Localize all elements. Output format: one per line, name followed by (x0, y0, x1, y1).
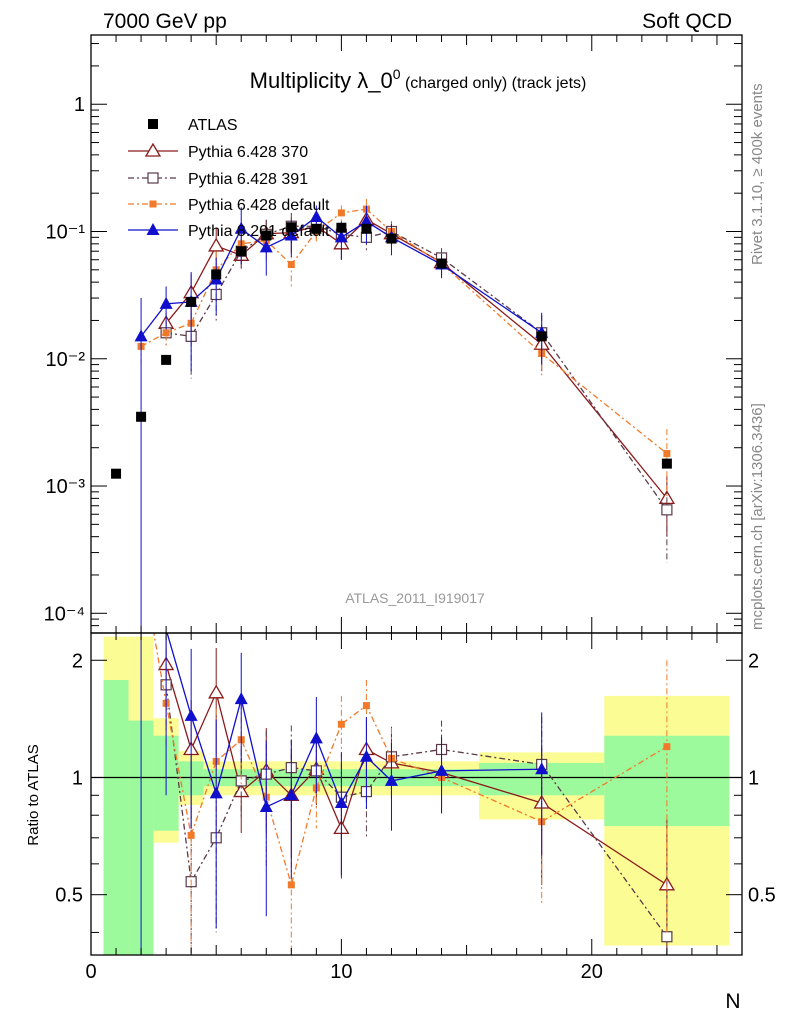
point-ratio-p8-5 (259, 799, 273, 812)
legend-label-atlas: ATLAS (188, 117, 238, 134)
point-ratio-p8-10 (384, 773, 398, 786)
axes: 10⁻⁴10⁻³10⁻²10⁻¹10.5 0.51 12 20 10 20 (44, 34, 776, 983)
rivet-label: Rivet 3.1.10, ≥ 400k events (749, 83, 766, 265)
point-ratio-p8-6 (284, 788, 298, 801)
line-main-pdef (140, 208, 668, 455)
legend-label-p391: Pythia 6.428 391 (188, 171, 308, 188)
atlas-point-0 (111, 468, 122, 479)
y-tick-label-4: 1 (74, 94, 85, 116)
y-tick-label-0: 10⁻⁴ (44, 603, 85, 625)
point-main-pdef-8 (337, 209, 345, 217)
point-main-pdef-1 (162, 329, 170, 337)
point-main-p8-8 (334, 230, 348, 243)
legend-label-p8: Pythia 8.201 default (188, 223, 330, 240)
category-label: Soft QCD (642, 10, 732, 33)
legend: ATLAS Pythia 6.428 370 Pythia 6.428 391 Pyt… (128, 117, 330, 240)
title-tail: (charged only) (track jets) (401, 75, 587, 92)
point-main-p8-7 (309, 210, 323, 223)
atlas-point-5 (236, 246, 247, 257)
plot-title: Multiplicity λ_00 (charged only) (track … (250, 66, 587, 93)
y-tick-label-2: 10⁻² (46, 349, 86, 371)
atlas-point-14 (661, 458, 672, 469)
ratio-tick-label-right-0: 0.5 (748, 885, 776, 907)
point-ratio-p370-3 (208, 684, 225, 699)
ratio-tick-label-right-2: 2 (748, 650, 759, 672)
point-ratio-p8-9 (359, 749, 373, 762)
point-main-pdef-6 (287, 261, 295, 269)
ratio-tick-label-left-0: 0.5 (55, 885, 83, 907)
point-ratio-p391-13 (661, 931, 673, 943)
mcplots-label: mcplots.cern.ch [arXiv:1306.3436] (749, 403, 766, 630)
point-ratio-pdef-13 (663, 743, 671, 751)
title-sup: 0 (393, 66, 401, 82)
y-tick-label-1: 10⁻³ (46, 476, 86, 498)
series-ratio-p8 (140, 633, 549, 955)
atlas-point-4 (211, 269, 222, 280)
atlas-point-8 (311, 223, 322, 234)
point-ratio-pdef-6 (287, 881, 295, 889)
series-main-p8 (134, 205, 549, 633)
legend-marker-pdef (149, 200, 157, 208)
point-main-p8-1 (159, 296, 173, 309)
point-ratio-p8-3 (209, 786, 223, 799)
x-axis-label: N (725, 990, 740, 1013)
atlas-point-11 (386, 233, 397, 244)
point-ratio-p8-11 (435, 763, 449, 776)
point-ratio-p8-4 (234, 692, 248, 705)
point-main-p8-4 (234, 221, 248, 234)
point-ratio-p8-12 (535, 762, 549, 775)
point-ratio-p8-7 (309, 731, 323, 744)
x-tick-label-0: 0 (85, 961, 96, 983)
atlas-point-7 (286, 222, 297, 233)
legend-marker-p370 (144, 142, 162, 157)
point-main-pdef-13 (663, 450, 671, 458)
atlas-point-1 (136, 411, 147, 422)
point-ratio-pdef-8 (337, 720, 345, 728)
watermark: ATLAS_2011_I919017 (345, 590, 485, 606)
legend-label-p370: Pythia 6.428 370 (188, 144, 308, 161)
atlas-layer (111, 222, 672, 479)
point-ratio-p8-2 (184, 708, 198, 721)
point-main-p370-3 (208, 237, 225, 252)
ratio-tick-label-right-1: 1 (748, 767, 759, 789)
atlas-point-9 (336, 222, 347, 233)
legend-marker-p391 (147, 172, 159, 184)
y-tick-label-3: 10⁻¹ (46, 222, 86, 244)
band-inner-0 (103, 679, 129, 955)
point-main-p391-13 (661, 504, 673, 516)
point-main-p8-6 (284, 228, 298, 241)
point-main-p8-0 (134, 329, 148, 342)
point-ratio-pdef-2 (187, 831, 195, 839)
ratio-tick-label-left-1: 1 (72, 767, 83, 789)
atlas-point-12 (436, 258, 447, 269)
atlas-point-3 (186, 296, 197, 307)
title-main: Multiplicity λ_0 (250, 68, 393, 93)
point-ratio-p8-8 (334, 795, 348, 808)
point-main-p8-9 (359, 214, 373, 227)
x-tick-label-2: 20 (581, 961, 603, 983)
ratio-ylabel: Ratio to ATLAS (25, 744, 42, 845)
ratio-tick-label-left-2: 2 (72, 650, 83, 672)
atlas-point-10 (361, 223, 372, 234)
point-ratio-pdef-9 (362, 702, 370, 710)
atlas-point-13 (536, 331, 547, 342)
legend-marker-atlas (148, 119, 158, 129)
energy-label: 7000 GeV pp (103, 10, 227, 33)
atlas-point-2 (161, 354, 172, 365)
point-main-p8-5 (259, 240, 273, 253)
legend-marker-p8 (146, 223, 160, 235)
x-tick-label-1: 10 (330, 961, 352, 983)
atlas-point-6 (261, 230, 272, 241)
legend-label-pdef: Pythia 6.428 default (188, 197, 330, 214)
